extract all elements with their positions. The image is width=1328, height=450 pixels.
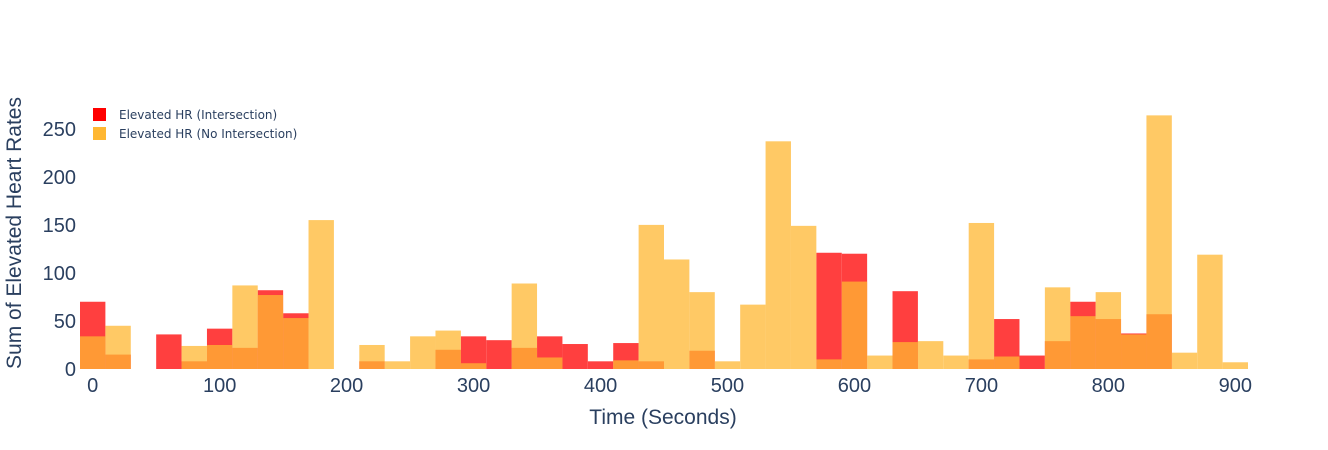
- bar[interactable]: [1222, 362, 1248, 369]
- bar[interactable]: [206, 344, 233, 369]
- bar[interactable]: [537, 357, 563, 369]
- bar[interactable]: [714, 361, 741, 369]
- bar[interactable]: [359, 344, 385, 369]
- bar[interactable]: [257, 295, 284, 369]
- y-tick-label: 250: [43, 119, 76, 141]
- bar[interactable]: [638, 224, 664, 369]
- bar[interactable]: [1044, 287, 1071, 369]
- bar[interactable]: [1197, 254, 1223, 369]
- bar[interactable]: [740, 304, 766, 369]
- bar[interactable]: [816, 359, 842, 369]
- bar[interactable]: [562, 344, 588, 369]
- bar[interactable]: [80, 336, 106, 369]
- bar[interactable]: [105, 325, 131, 369]
- x-tick-label: 500: [711, 375, 744, 397]
- x-axis-title: Time (Seconds): [589, 406, 736, 429]
- bar[interactable]: [917, 341, 944, 369]
- x-tick-label: 400: [584, 375, 617, 397]
- legend-label-no-intersection: Elevated HR (No Intersection): [119, 127, 297, 141]
- bar[interactable]: [1171, 352, 1198, 369]
- x-tick-label: 200: [330, 375, 363, 397]
- legend-swatch-intersection: [93, 108, 106, 121]
- bar[interactable]: [892, 342, 918, 369]
- bar[interactable]: [511, 283, 538, 369]
- bar[interactable]: [765, 141, 791, 369]
- bar[interactable]: [410, 336, 436, 369]
- x-tick-label: 600: [838, 375, 871, 397]
- x-tick-label: 900: [1219, 375, 1252, 397]
- bar[interactable]: [232, 285, 258, 369]
- bar[interactable]: [1070, 316, 1096, 369]
- bar[interactable]: [613, 360, 639, 369]
- bar[interactable]: [790, 225, 817, 369]
- bar[interactable]: [943, 355, 969, 369]
- x-tick-label: 300: [457, 375, 490, 397]
- legend-label-intersection: Elevated HR (Intersection): [119, 108, 277, 122]
- bar[interactable]: [1019, 355, 1045, 369]
- bar[interactable]: [664, 259, 690, 369]
- bar[interactable]: [181, 345, 207, 369]
- bar[interactable]: [460, 363, 487, 369]
- legend-item-intersection[interactable]: Elevated HR (Intersection): [93, 108, 277, 122]
- bar[interactable]: [1121, 334, 1147, 369]
- bar[interactable]: [486, 340, 512, 369]
- y-tick-label: 150: [43, 215, 76, 237]
- bar[interactable]: [1095, 292, 1122, 369]
- legend-swatch-no-intersection: [93, 127, 106, 140]
- legend: Elevated HR (Intersection) Elevated HR (…: [93, 108, 297, 141]
- bar[interactable]: [587, 361, 614, 369]
- y-axis-ticks: 0 50 100 150 200 250: [43, 119, 76, 381]
- x-tick-label: 700: [965, 375, 998, 397]
- y-tick-label: 50: [54, 311, 76, 333]
- bar[interactable]: [994, 356, 1020, 369]
- series-no-intersection: [80, 115, 1248, 369]
- y-tick-label: 100: [43, 263, 76, 285]
- x-axis-ticks: 0 100 200 300 400 500 600 700 800 900: [87, 375, 1252, 397]
- x-tick-label: 0: [87, 375, 98, 397]
- bar[interactable]: [384, 361, 411, 369]
- bar[interactable]: [867, 355, 893, 369]
- bar[interactable]: [156, 334, 182, 369]
- x-tick-label: 100: [203, 375, 236, 397]
- legend-item-no-intersection[interactable]: Elevated HR (No Intersection): [93, 127, 297, 141]
- y-tick-label: 0: [65, 359, 76, 381]
- bar[interactable]: [968, 222, 995, 369]
- bar[interactable]: [308, 220, 334, 369]
- bar[interactable]: [283, 318, 309, 369]
- y-axis-title: Sum of Elevated Heart Rates: [3, 97, 26, 369]
- bars-layer: [80, 115, 1248, 369]
- bar[interactable]: [435, 330, 461, 369]
- bar[interactable]: [841, 281, 868, 369]
- bar[interactable]: [1146, 115, 1172, 369]
- x-tick-label: 800: [1092, 375, 1125, 397]
- y-tick-label: 200: [43, 167, 76, 189]
- bar[interactable]: [816, 252, 842, 369]
- bar[interactable]: [689, 292, 715, 369]
